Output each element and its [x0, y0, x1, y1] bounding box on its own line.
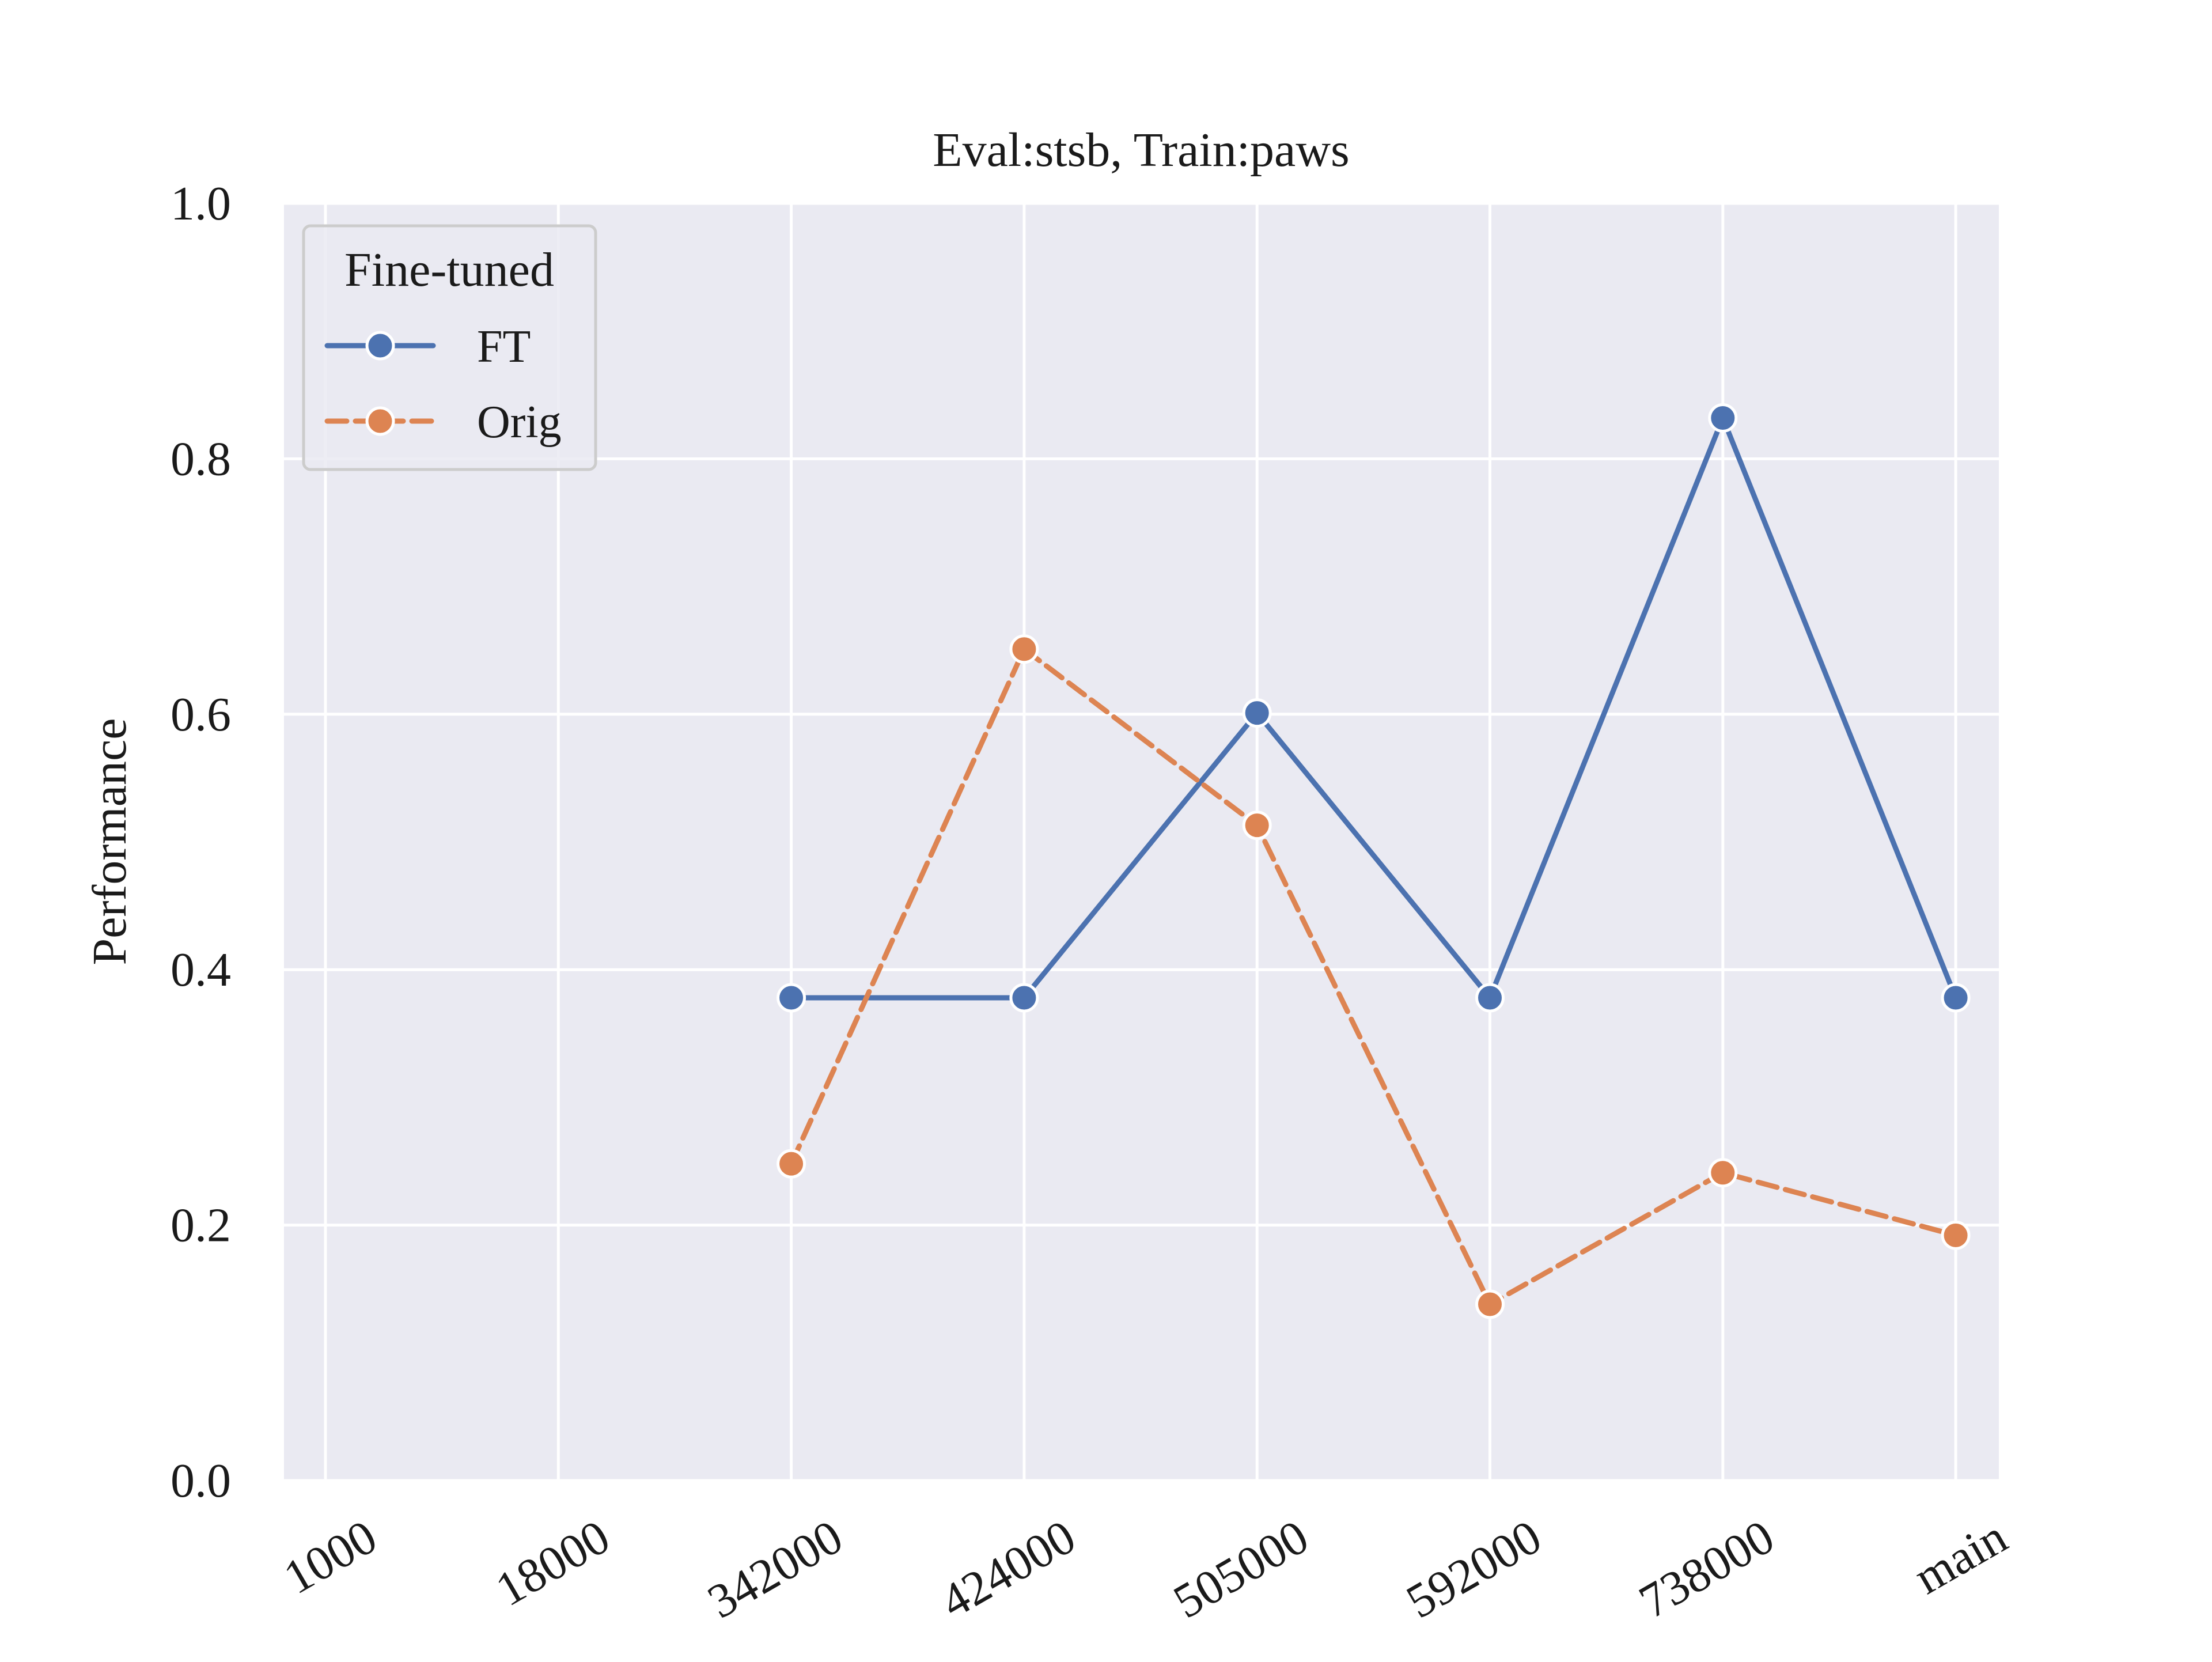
data-point-ft [1242, 698, 1272, 728]
series-markers [777, 403, 1971, 1319]
chart-title: Eval:stsb, Train:paws [933, 123, 1349, 177]
data-point-orig [1941, 1220, 1971, 1250]
data-point-orig [1009, 634, 1039, 664]
y-tick-label: 0.4 [171, 943, 231, 997]
legend-label-ft: FT [477, 321, 531, 372]
y-tick-label: 0.6 [171, 688, 231, 741]
data-point-ft [1941, 983, 1971, 1013]
data-point-ft [1475, 983, 1505, 1013]
y-axis-label: Performance [83, 718, 137, 965]
data-point-orig [1475, 1289, 1505, 1319]
series-line-ft [789, 415, 1959, 1001]
data-point-ft [1708, 403, 1738, 433]
legend-entries: FT Orig [324, 321, 562, 448]
legend-marker-ft [365, 331, 395, 361]
data-point-ft [1009, 983, 1039, 1013]
y-tick-label: 0.2 [171, 1199, 231, 1252]
legend: Fine-tuned FT Orig [302, 224, 597, 471]
y-tick-label: 0.8 [171, 432, 231, 486]
data-point-orig [777, 1149, 806, 1179]
data-point-orig [1708, 1158, 1738, 1188]
legend-title: Fine-tuned [344, 243, 554, 297]
data-point-orig [1242, 811, 1272, 841]
series-lines [789, 415, 1959, 1307]
legend-marker-orig [365, 406, 395, 436]
legend-label-orig: Orig [477, 397, 562, 448]
y-tick-label: 1.0 [171, 177, 231, 230]
data-point-ft [777, 983, 806, 1013]
series-line-orig [789, 646, 1959, 1307]
y-tick-label: 0.0 [171, 1454, 231, 1508]
